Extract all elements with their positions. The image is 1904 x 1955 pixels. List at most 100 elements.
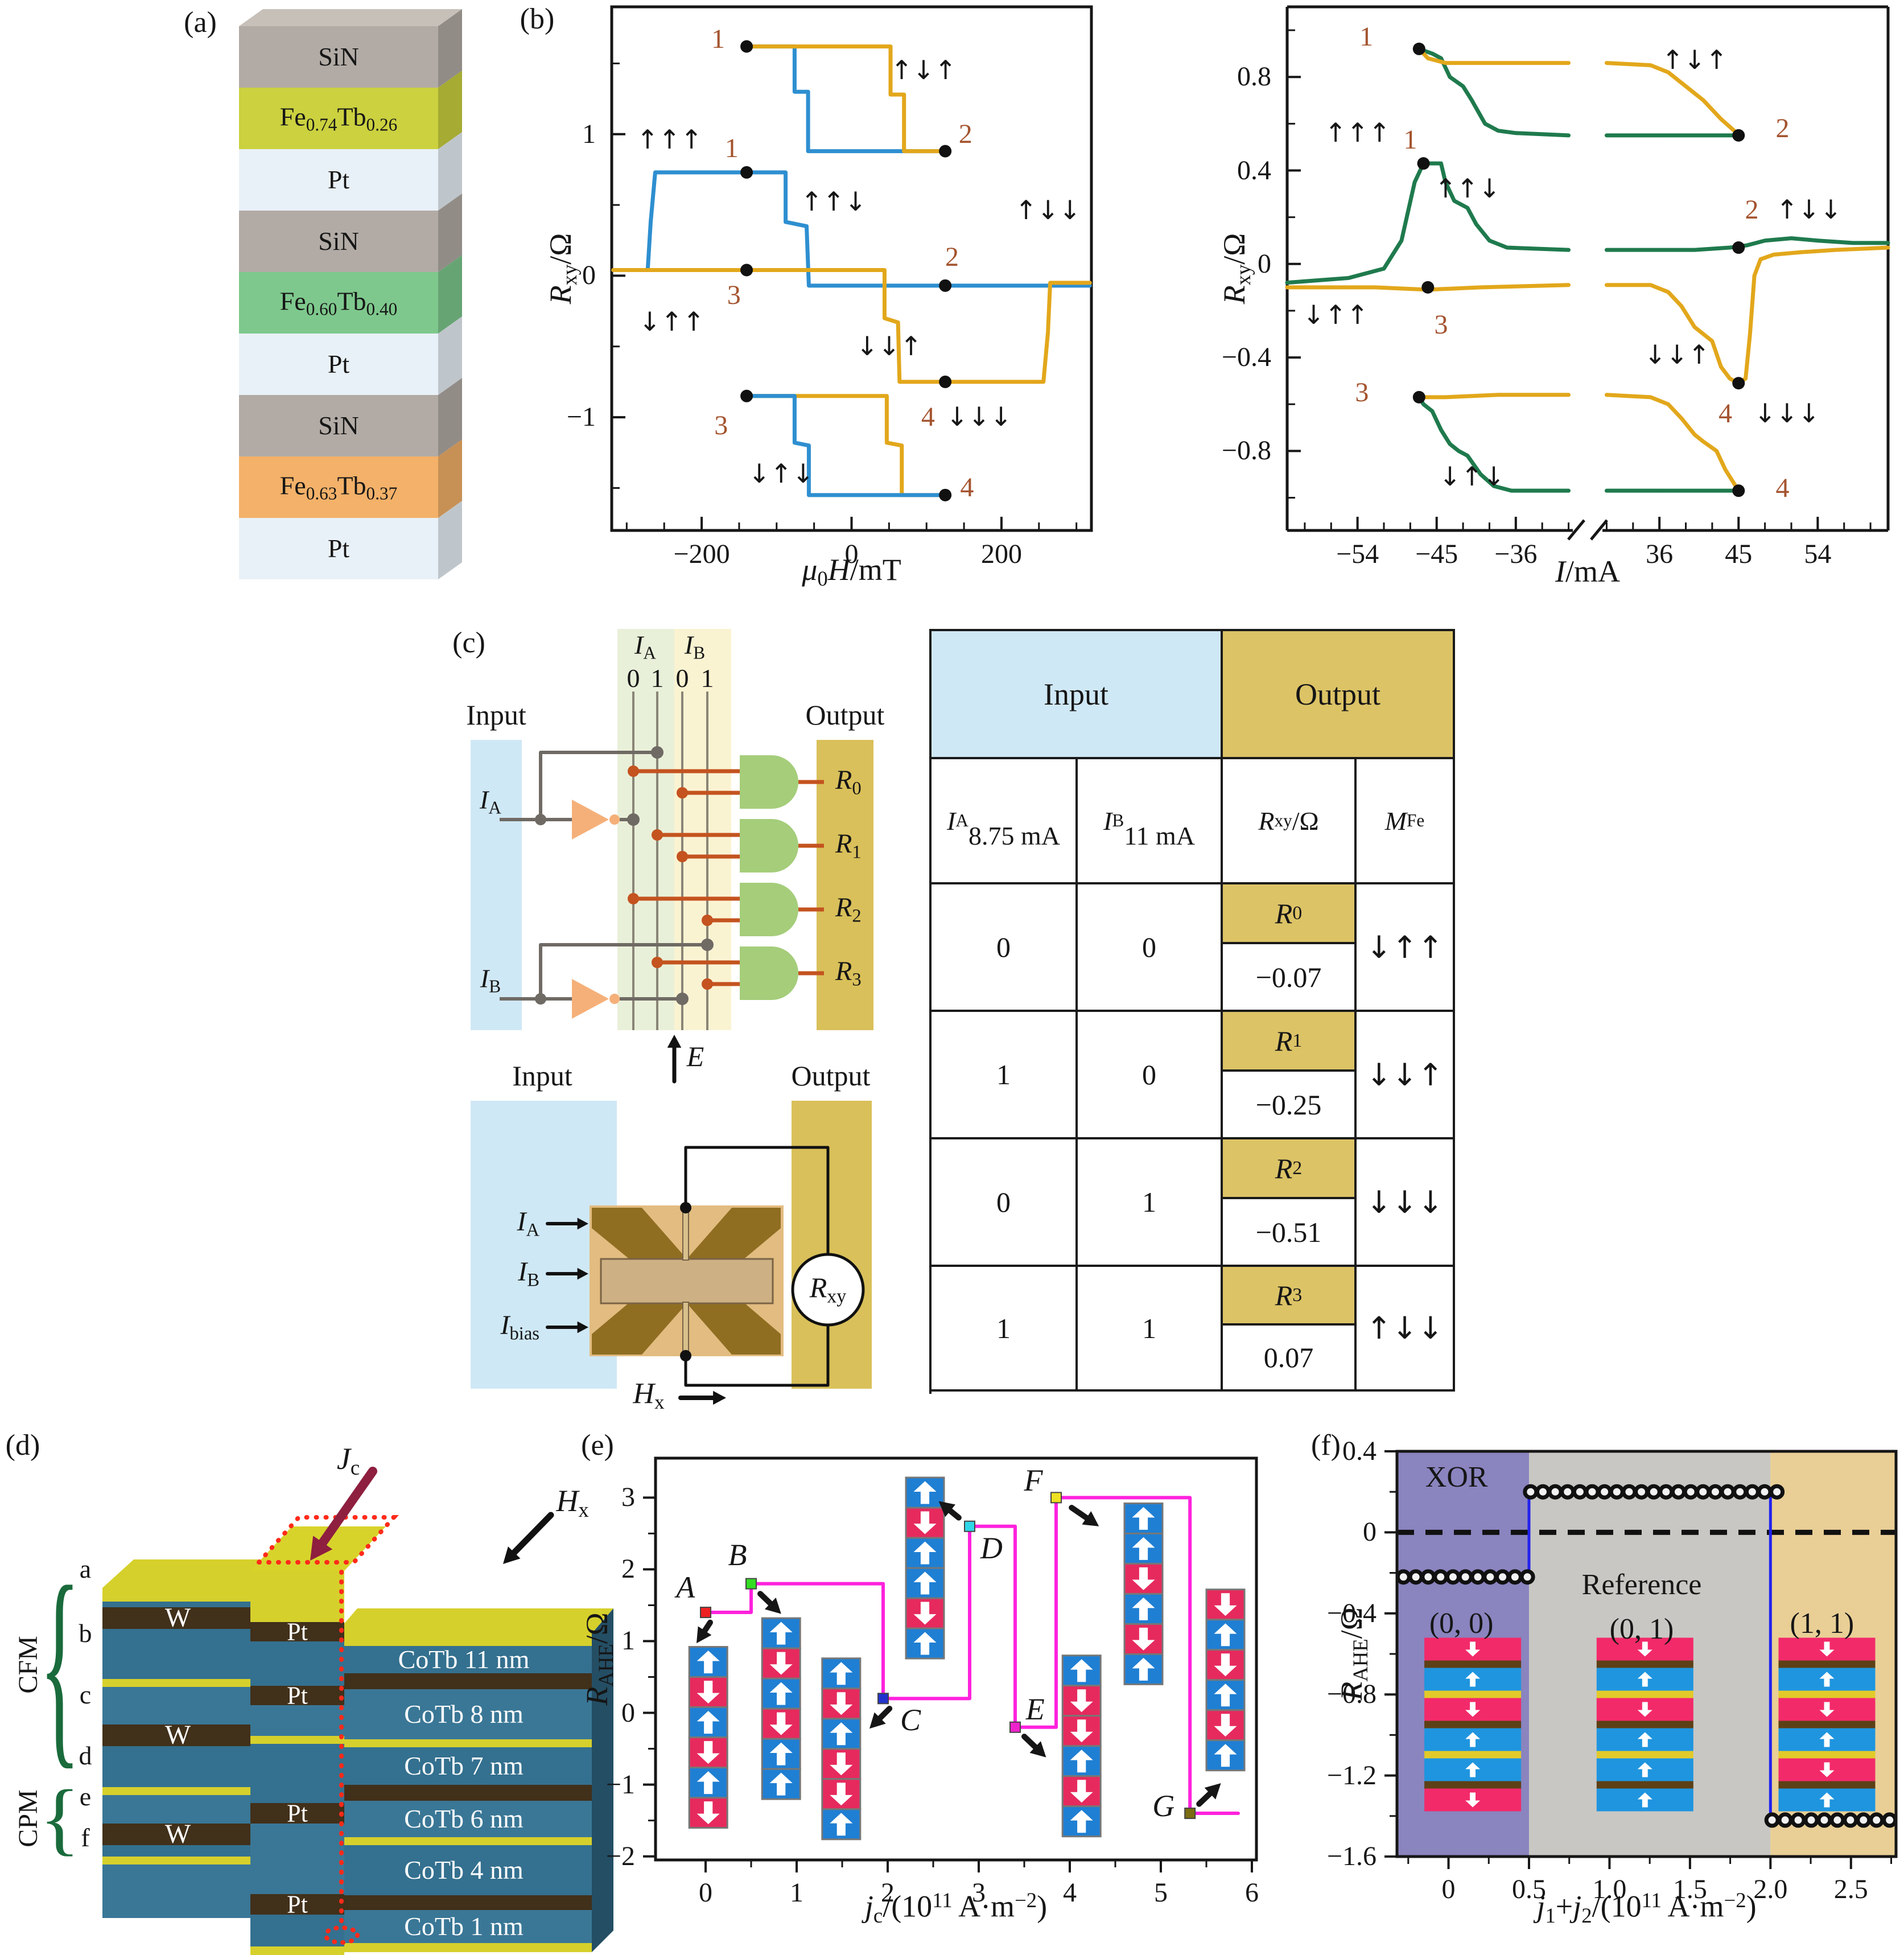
- f-data-circle-run2: [1869, 1812, 1885, 1828]
- e-point-marker: [1009, 1721, 1021, 1733]
- down-arrow-icon: [830, 1692, 853, 1715]
- pillar-stripe-7: [250, 1803, 344, 1824]
- left-slab-label: W: [164, 1720, 191, 1751]
- b-right-annotation: ↑↓↑: [1662, 44, 1728, 76]
- marker-dot: [628, 765, 639, 777]
- b-right-curve-bottom-loop-orange: [1417, 393, 1571, 400]
- b-left-annotation: ↓↓↓: [946, 401, 1012, 433]
- table-mfe-1: ↓↓↑: [1357, 1012, 1455, 1139]
- f-stack-2-spacer-2: [1778, 1721, 1876, 1728]
- f-ytick: −0.4: [1326, 1598, 1377, 1628]
- b-right-annotation: 4: [1718, 398, 1733, 429]
- b-left-state-marker: [939, 145, 952, 158]
- left-slab-label: W: [164, 1819, 191, 1850]
- up-arrow-icon: [830, 1662, 853, 1685]
- layer-side-2: [438, 132, 462, 211]
- up-arrow-icon: [1132, 1657, 1155, 1681]
- up-arrow-icon: [1070, 1750, 1093, 1773]
- f-stack-2-spacer-4: [1778, 1781, 1876, 1789]
- up-arrow-icon: [697, 1771, 720, 1795]
- table-subheader-1: I B 11 mA: [1078, 759, 1223, 884]
- b-left-ytick: −1: [566, 402, 596, 433]
- f-data-circle-run0: [1457, 1569, 1473, 1585]
- pillar-stripe-6: [250, 1744, 344, 1803]
- b-left-annotation: 4: [921, 402, 935, 433]
- f-xlabel: j1+j2/(1011 A·m−2): [1536, 1888, 1757, 1927]
- layer-side-7: [438, 439, 462, 518]
- table-rvalue-0: −0.07: [1223, 944, 1357, 1012]
- b-left-xtick: 0: [844, 539, 859, 570]
- f-data-circle-run1: [1695, 1484, 1711, 1500]
- f-data-circle-run1: [1683, 1484, 1699, 1500]
- b-left-annotation: 1: [711, 24, 726, 55]
- b-right-xtick: −36: [1494, 539, 1538, 570]
- pillar-stripe-9: [250, 1894, 344, 1915]
- ib-input-label: IB: [480, 964, 501, 997]
- left-slab-stripe-5: [102, 1687, 253, 1724]
- table-ib-3: 1: [1078, 1267, 1223, 1392]
- b-right-annotation: 2: [1775, 113, 1790, 143]
- f-data-circle-run1: [1658, 1484, 1674, 1500]
- f-xtick: 1.0: [1592, 1874, 1627, 1905]
- input-strip: [471, 740, 522, 1030]
- cpm-brace: {: [39, 1773, 80, 1863]
- layer-front-4: [239, 272, 438, 334]
- up-arrow-icon: [1070, 1810, 1093, 1833]
- down-arrow-icon: [1637, 1702, 1652, 1717]
- b-left-annotation: ↓↑↓: [748, 458, 814, 489]
- marker-dot: [609, 814, 620, 825]
- and-gate-3: [740, 946, 798, 1000]
- b-right-annotation: ↓↑↑: [1303, 299, 1369, 331]
- down-arrow-icon: [1070, 1719, 1093, 1743]
- table-mfe-2: ↓↓↓: [1357, 1139, 1455, 1267]
- down-arrow-icon: [1819, 1702, 1835, 1717]
- right-slab-side: [592, 1608, 613, 1952]
- f-data-circle-run0: [1507, 1569, 1523, 1585]
- e-point-label: D: [980, 1530, 1003, 1565]
- f-data-circle-run1: [1671, 1484, 1687, 1500]
- e-point-label: F: [1024, 1463, 1043, 1497]
- down-arrow-icon: [1070, 1689, 1093, 1713]
- table-header-output: Output: [1223, 631, 1455, 759]
- layer-label-3: SiN: [318, 227, 359, 256]
- right-slab-label: CoTb 6 nm: [404, 1804, 524, 1834]
- b-left-annotation: 3: [714, 410, 728, 441]
- device-signal-label-0: IA: [517, 1207, 539, 1241]
- table-ia-1: 1: [932, 1012, 1078, 1139]
- hx-label: Hx: [633, 1377, 665, 1414]
- b-left-xtick: −200: [673, 539, 730, 570]
- up-arrow-icon: [1637, 1732, 1652, 1747]
- right-slab-stripe-11: [336, 1910, 592, 1943]
- b-right-annotation: 3: [1434, 309, 1448, 340]
- up-arrow-icon: [1465, 1672, 1481, 1687]
- f-ytick: −1.6: [1326, 1841, 1377, 1872]
- up-arrow-icon: [1637, 1762, 1652, 1777]
- b-left-annotation: 2: [958, 118, 972, 149]
- f-data-circle-run2: [1777, 1812, 1793, 1828]
- marker-dot: [702, 915, 713, 926]
- down-arrow-icon: [769, 1652, 793, 1675]
- b-right-annotation: ↓↑↓: [1439, 460, 1505, 492]
- b-right-state-marker: [1732, 241, 1745, 254]
- layer-letter-f: f: [81, 1823, 90, 1853]
- e-point-label: B: [728, 1537, 747, 1572]
- b-right-curve-bottom-loop-green: [1417, 395, 1571, 493]
- f-stack-1-spacer-3: [1596, 1751, 1693, 1759]
- b-left-annotation: ↑↓↓: [1015, 195, 1081, 226]
- up-arrow-icon: [1819, 1732, 1835, 1747]
- f-stack-1-spacer-4: [1596, 1781, 1693, 1789]
- f-data-circle-run2: [1816, 1812, 1832, 1828]
- up-arrow-icon: [1819, 1792, 1835, 1808]
- marker-dot: [652, 829, 663, 841]
- e-point-label: E: [1025, 1692, 1045, 1727]
- f-stack-0-spacer-0: [1424, 1660, 1522, 1668]
- right-slab-label: CoTb 8 nm: [404, 1699, 524, 1729]
- pillar-stripe-11: [250, 1946, 344, 1955]
- b-right-annotation: ↑↑↓: [1434, 173, 1501, 204]
- gate-output-label-3: R3: [835, 956, 862, 990]
- arrow-head: [1082, 1511, 1099, 1526]
- current-path-ring: [254, 1515, 399, 1565]
- b-left-annotation: 3: [727, 280, 741, 311]
- left-slab-stripe-3: [102, 1629, 253, 1679]
